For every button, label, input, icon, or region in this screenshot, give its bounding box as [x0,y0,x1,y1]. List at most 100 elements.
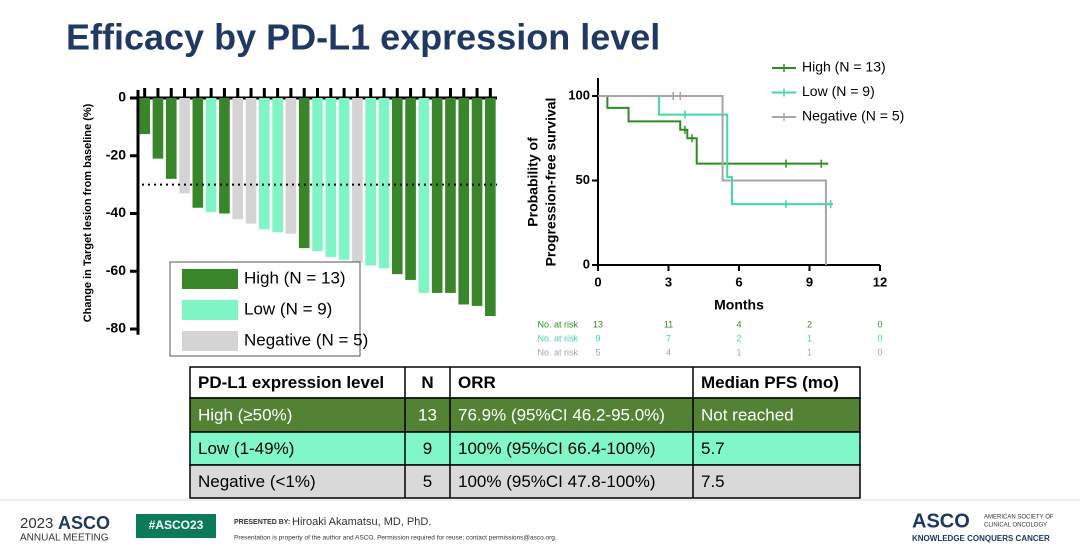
bar [165,98,177,179]
risk-count: 9 [595,333,600,343]
table-row [189,366,861,399]
table-cell: 9 [423,439,432,458]
bar [471,98,483,306]
risk-count: 13 [593,319,603,329]
y-tick-label: 50 [576,172,590,187]
footer-society-2: CLINICAL ONCOLOGY [984,523,1047,529]
x-tick-label: 0 [594,274,601,289]
bar [298,98,310,249]
y-tick-label: 100 [568,87,590,102]
bar [418,98,430,293]
risk-count: 4 [736,319,741,329]
risk-label: No. at risk [537,347,578,357]
table-cell: 76.9% (95%CI 46.2-95.0%) [458,405,665,424]
table-cell: 100% (95%CI 66.4-100%) [458,439,656,458]
bar [485,98,496,317]
risk-count: 2 [807,319,812,329]
slide-title: Efficacy by PD-L1 expression level [66,17,660,58]
table-row [189,464,861,499]
bar [338,98,350,260]
bar [152,98,164,159]
risk-count: 5 [595,347,600,357]
legend-label: Negative (N = 5) [802,108,904,124]
footer-notice: Presentation is property of the author a… [234,535,557,542]
y-tick-label: 0 [583,256,590,271]
table-cell: 5 [423,472,432,491]
risk-count: 0 [877,319,882,329]
legend-swatch [182,300,238,320]
risk-count: 0 [877,347,882,357]
footer-society-1: AMERICAN SOCIETY OF [984,515,1054,521]
risk-label: No. at risk [537,319,578,329]
risk-count: 1 [807,333,812,343]
legend-label: Negative (N = 5) [244,330,368,349]
table-cell: 7.5 [701,472,725,491]
y-axis-label: Change in Target lesion from baseline (%… [82,103,94,322]
bar [219,98,230,214]
risk-count: 1 [736,347,741,357]
footer-year: 2023 [20,515,53,532]
bar [391,98,403,275]
footer-society-brand: ASCO [912,510,970,532]
risk-count: 0 [877,333,882,343]
risk-label: No. at risk [537,333,578,343]
y-tick-label: -40 [106,204,126,220]
table-cell: 13 [418,405,437,424]
footer-tagline: KNOWLEDGE CONQUERS CANCER [912,534,1050,543]
bar [258,98,270,230]
table-header-cell: ORR [458,373,496,392]
bar [179,98,190,194]
bar [285,98,297,234]
bar [272,98,283,233]
bar [445,98,456,293]
bar [245,98,257,224]
y-tick-label: -80 [106,320,126,336]
footer-hashtag: #ASCO23 [149,518,204,532]
table-header-cell: PD-L1 expression level [198,373,384,392]
bar [139,98,150,135]
bar [232,98,244,220]
risk-count: 7 [666,333,671,343]
legend-label: Low (N = 9) [244,299,332,318]
x-axis-label: Months [714,297,764,313]
table-header-cell: N [421,373,433,392]
bar [312,98,323,252]
risk-count: 2 [736,333,741,343]
legend-label: High (N = 13) [802,59,886,75]
x-tick-label: 12 [873,274,887,289]
x-tick-label: 3 [665,274,672,289]
x-tick-label: 6 [735,274,742,289]
risk-count: 4 [666,347,671,357]
bar [378,98,390,269]
bar [458,98,470,305]
y-axis-label: Probability of [525,137,541,227]
y-tick-label: -60 [106,262,126,278]
footer-meeting: ANNUAL MEETING [20,533,109,544]
footer-presented-by: PRESENTED BY: [234,519,290,526]
bar [365,98,377,266]
legend-label: High (N = 13) [244,268,346,287]
y-axis-label: Progression-free survival [543,98,559,267]
risk-count: 1 [807,347,812,357]
table-header-cell: Median PFS (mo) [701,373,839,392]
risk-count: 11 [664,319,673,329]
table-cell: Not reached [701,405,794,424]
y-tick-label: 0 [118,89,126,105]
table-cell: 100% (95%CI 47.8-100%) [458,472,656,491]
survival-line [598,95,829,165]
hashtag-box [136,514,216,538]
survival-line [598,95,833,206]
y-tick-label: -20 [106,146,126,162]
bar [192,98,204,208]
table-cell: High (≥50%) [198,405,292,424]
footer-brand: ASCO [58,513,110,533]
table-cell: 5.7 [701,439,725,458]
x-tick-label: 9 [806,274,813,289]
bar [352,98,363,263]
legend-swatch [182,269,238,289]
table-cell: Negative (<1%) [198,472,316,491]
bar [431,98,443,293]
survival-line [598,95,827,265]
legend-swatch [182,331,238,351]
